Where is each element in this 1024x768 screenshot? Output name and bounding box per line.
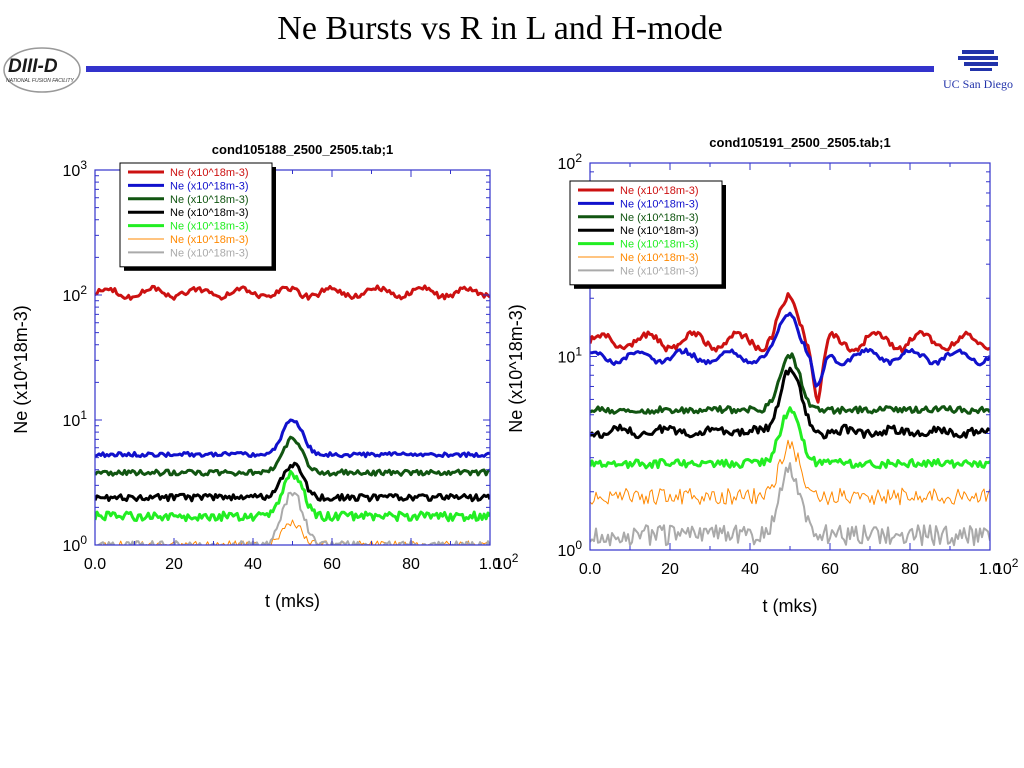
legend-entry: Ne (x10^18m-3) — [170, 207, 249, 219]
series-line — [590, 311, 990, 388]
logo-left-subtext: NATIONAL FUSION FACILITY — [6, 78, 74, 84]
series-line — [95, 435, 490, 477]
y-tick-label: 102 — [558, 151, 583, 173]
plot-title: cond105188_2500_2505.tab;1 — [212, 142, 393, 157]
x-axis-label: t (mks) — [763, 596, 818, 616]
x-tick-label: 60 — [821, 561, 839, 578]
y-tick-label: 100 — [558, 538, 583, 560]
x-tick-label: 20 — [661, 561, 679, 578]
legend-box — [119, 162, 273, 268]
legend-entry: Ne (x10^18m-3) — [170, 247, 249, 259]
series-line — [95, 284, 490, 301]
legend-entry: Ne (x10^18m-3) — [620, 265, 699, 277]
series-line — [95, 418, 490, 459]
legend-entry: Ne (x10^18m-3) — [620, 212, 699, 224]
y-tick-label: 100 — [63, 533, 88, 555]
legend: Ne (x10^18m-3)Ne (x10^18m-3)Ne (x10^18m-… — [119, 162, 276, 271]
legend-box — [569, 180, 723, 286]
legend-entry: Ne (x10^18m-3) — [170, 167, 249, 179]
y-tick-label: 103 — [63, 158, 88, 180]
x-tick-label: 0.0 — [84, 556, 106, 573]
x-tick-label: 40 — [244, 556, 262, 573]
title-rule — [86, 66, 934, 72]
legend-entry: Ne (x10^18m-3) — [620, 239, 699, 251]
legend-entry: Ne (x10^18m-3) — [170, 221, 249, 233]
slide-title: Ne Bursts vs R in L and H-mode — [277, 10, 723, 47]
x-tick-label: 40 — [741, 561, 759, 578]
legend-entry: Ne (x10^18m-3) — [170, 180, 249, 192]
series-group — [95, 284, 490, 545]
x-tick-label: 60 — [323, 556, 341, 573]
legend-entry: Ne (x10^18m-3) — [620, 252, 699, 264]
series-line — [590, 406, 990, 470]
legend-entry: Ne (x10^18m-3) — [170, 234, 249, 246]
series-line — [95, 491, 490, 545]
x-tick-label: 20 — [165, 556, 183, 573]
x-tick-label: 0.0 — [579, 561, 601, 578]
y-tick-label: 101 — [558, 345, 583, 367]
legend-entry: Ne (x10^18m-3) — [620, 185, 699, 197]
series-line — [590, 292, 990, 404]
x-tick-label: 1.0 — [979, 561, 1001, 578]
series-line — [590, 462, 990, 547]
series-line — [95, 469, 490, 523]
x-axis-multiplier: 102 — [494, 551, 519, 573]
x-tick-label: 80 — [402, 556, 420, 573]
series-line — [97, 519, 490, 545]
uc-san-diego-logo: UC San Diego — [943, 50, 1013, 91]
series-line — [95, 461, 490, 503]
y-axis-label: Ne (x10^18m-3) — [506, 304, 526, 433]
series-line — [590, 439, 990, 506]
x-axis-label: t (mks) — [265, 591, 320, 611]
series-group — [590, 292, 990, 547]
series-line — [590, 366, 990, 440]
legend-entry: Ne (x10^18m-3) — [170, 194, 249, 206]
logo-left-text: DIII-D — [8, 56, 58, 77]
series-line — [590, 352, 990, 415]
legend: Ne (x10^18m-3)Ne (x10^18m-3)Ne (x10^18m-… — [569, 180, 726, 289]
y-tick-label: 101 — [63, 408, 88, 430]
legend-entry: Ne (x10^18m-3) — [620, 225, 699, 237]
plot-title: cond105191_2500_2505.tab;1 — [709, 135, 890, 150]
legend-entry: Ne (x10^18m-3) — [620, 198, 699, 210]
x-tick-label: 80 — [901, 561, 919, 578]
x-tick-label: 1.0 — [479, 556, 501, 573]
y-tick-label: 102 — [63, 283, 88, 305]
x-axis-multiplier: 102 — [994, 556, 1019, 578]
logo-right-text: UC San Diego — [943, 77, 1013, 91]
y-axis-label: Ne (x10^18m-3) — [11, 305, 31, 434]
diii-d-logo: DIII-D NATIONAL FUSION FACILITY — [3, 47, 81, 93]
